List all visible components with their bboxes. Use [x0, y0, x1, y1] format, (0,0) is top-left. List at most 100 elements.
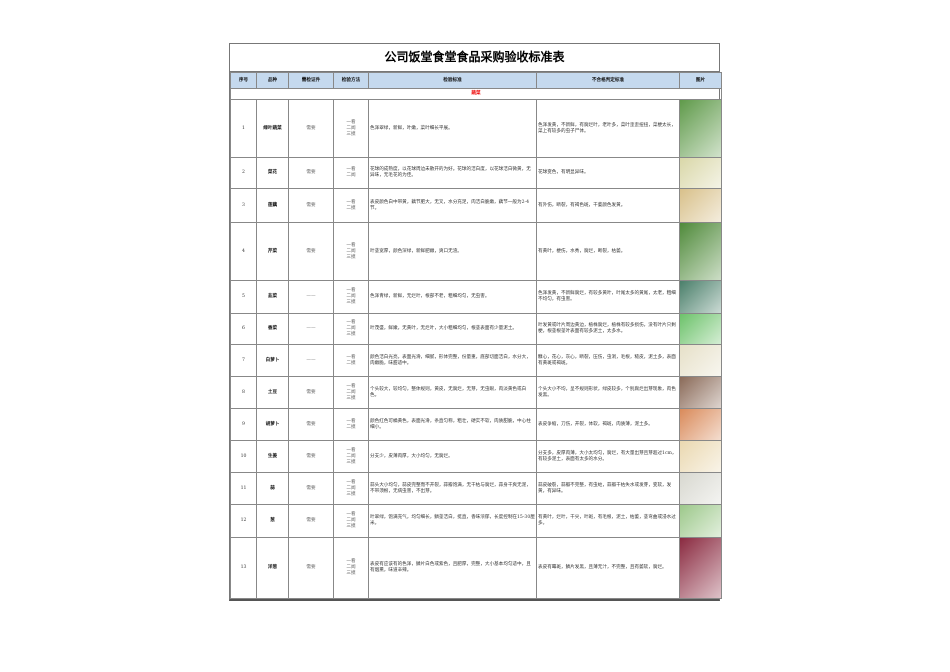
row-method: 一看 二闻	[333, 157, 369, 189]
row-certificate: 需要	[288, 99, 334, 158]
row-variety: 芹菜	[256, 222, 289, 281]
row-image	[679, 408, 722, 441]
vegetable-photo	[680, 281, 721, 313]
row-variety: 生姜	[256, 440, 289, 473]
table-row: 6 香菜 —— 一看 二闻 三摸 叶茂盛，鲜嫩，无黄叶，无烂叶，大小粗细均匀，根茎表面有…	[230, 313, 722, 345]
header-certificate: 需检证件	[288, 72, 334, 89]
row-image	[679, 504, 722, 538]
row-variety: 韭菜	[256, 280, 289, 314]
row-certificate: 需要	[288, 440, 334, 473]
row-certificate: 需要	[288, 408, 334, 441]
table-row: 9 胡萝卜 需要 一看 二摸 颜色红色可橘黄色，表面光滑，条直匀称，粗壮，硬实不软，肉质…	[230, 408, 722, 441]
row-certificate: 需要	[288, 504, 334, 538]
row-method: 一看 二闻 三摸	[333, 472, 369, 505]
row-image	[679, 99, 722, 158]
table-row: 1 绿叶蔬菜 需要 一看 二闻 三摸 色泽翠绿，新鲜，叶嫩，菜叶细长平展。 色泽发黄，不新…	[230, 99, 722, 158]
row-no: 6	[230, 313, 257, 345]
row-standard: 蒜头大小均匀，蒜皮完整而不开裂，蒜瓣饱满，无干枯与腐烂，蒜身干爽无泥，不带须根，…	[368, 472, 537, 505]
row-certificate: ——	[288, 280, 334, 314]
row-standard: 分支少，皮薄肉厚，大小均匀，无腐烂。	[368, 440, 537, 473]
table-row: 13 洋葱 需要 一看 二闻 三摸 表皮有应该有的色泽，鳞片白色或紫色，且肥厚，完整，大…	[230, 537, 722, 599]
sheet-title: 公司饭堂食堂食品采购验收标准表	[230, 44, 719, 72]
header-row: 序号 品种 需检证件 检验方法 检验标准 不合格判定标准 图片	[230, 72, 722, 89]
row-certificate: 需要	[288, 537, 334, 599]
table-row: 5 韭菜 —— 一看 二闻 三摸 色泽青绿，新鲜，无烂叶，根部不老，粗细均匀，无虫害。色…	[230, 280, 722, 314]
row-fail-standard: 色泽发黄，不新鲜腐烂，有较多黄叶，叶尾太多的黄尾，太老，粗细不均匀，有虫害。	[536, 280, 680, 314]
vegetable-photo	[680, 441, 721, 472]
row-standard: 花球的成熟度，以花球周边未散开的为好。花球的洁白度，以花球洁白微黄，无异味，无毛…	[368, 157, 537, 189]
vegetable-photo	[680, 223, 721, 280]
row-fail-standard: 糠心，花心，灰心，断裂，压伤，虫洞，毛根，糙皮，泥土多，表面有黄斑或褐斑。	[536, 344, 680, 377]
row-standard: 表皮颜色白中带黄，藕节肥大，无叉，水分充足，肉洁白脆嫩，藕节一般为2-4节。	[368, 188, 537, 223]
standards-table: 序号 品种 需检证件 检验方法 检验标准 不合格判定标准 图片 蔬菜 1 绿叶蔬菜…	[230, 72, 722, 599]
row-standard: 个头较大，较均匀，整体规则，黄皮，无腐烂，无芽，无虫眼，肉淡黄色或白色。	[368, 376, 537, 409]
vegetable-photo	[680, 100, 721, 157]
row-variety: 香菜	[256, 313, 289, 345]
vegetable-photo	[680, 473, 721, 504]
section-label: 蔬菜	[230, 88, 722, 100]
row-method: 一看 二闻 三摸	[333, 504, 369, 538]
vegetable-photo	[680, 314, 721, 344]
vegetable-photo	[680, 345, 721, 376]
vegetable-photo	[680, 189, 721, 222]
section-row: 蔬菜	[230, 88, 722, 100]
table-row: 2 菜花 需要 一看 二闻 花球的成熟度，以花球周边未散开的为好。花球的洁白度，以花球洁…	[230, 157, 722, 189]
row-variety: 土豆	[256, 376, 289, 409]
row-image	[679, 376, 722, 409]
row-method: 一看 二闻 三摸	[333, 222, 369, 281]
row-standard: 颜色洁白光亮，表面光滑，细腻，形体完整，份量重，底部切面洁白，水分大，肉嫩脆，味…	[368, 344, 537, 377]
row-standard: 色泽翠绿，新鲜，叶嫩，菜叶细长平展。	[368, 99, 537, 158]
row-no: 13	[230, 537, 257, 599]
row-variety: 绿叶蔬菜	[256, 99, 289, 158]
row-fail-standard: 表皮争缩，刀伤，开裂，体软，褐斑，肉质薄，泥土多。	[536, 408, 680, 441]
row-no: 11	[230, 472, 257, 505]
header-standard: 检验标准	[368, 72, 537, 89]
table-row: 11 蒜需要 一看 二闻 三摸 蒜头大小均匀，蒜皮完整而不开裂，蒜瓣饱满，无干枯与腐烂…	[230, 472, 722, 505]
header-variety: 品种	[256, 72, 289, 89]
vegetable-photo	[680, 409, 721, 440]
row-certificate: ——	[288, 313, 334, 345]
row-image	[679, 472, 722, 505]
row-variety: 白萝卜	[256, 344, 289, 377]
table-row: 4 芹菜 需要 一看 二闻 三摸 叶茎宽厚，颜色深绿，新鲜肥嫩，爽口无渣。 有黄叶，梗伤，…	[230, 222, 722, 281]
header-no: 序号	[230, 72, 257, 89]
header-image: 图片	[679, 72, 722, 89]
row-image	[679, 188, 722, 223]
row-no: 7	[230, 344, 257, 377]
row-method: 一看 二摸	[333, 344, 369, 377]
header-fail-standard: 不合格判定标准	[536, 72, 680, 89]
row-variety: 洋葱	[256, 537, 289, 599]
row-fail-standard: 蒜皮破裂，蒜瓣不完整，有虫蛀，蒜瓣干枯失水或发芽，变软，发黄，有异味。	[536, 472, 680, 505]
acceptance-standard-sheet: 公司饭堂食堂食品采购验收标准表 序号 品种 需检证件 检验方法 检验标准 不合格…	[229, 43, 722, 601]
row-method: 一看 二闻 三摸	[333, 440, 369, 473]
row-variety: 菜花	[256, 157, 289, 189]
row-fail-standard: 表皮有霉斑，鳞片发黑，且薄无汁，不完整，且有萎软，腐烂。	[536, 537, 680, 599]
row-certificate: 需要	[288, 188, 334, 223]
table-row: 3 莲藕 需要 一看 二摸 表皮颜色白中带黄，藕节肥大，无叉，水分充足，肉洁白脆嫩，藕节…	[230, 188, 722, 223]
row-certificate: 需要	[288, 472, 334, 505]
row-image	[679, 537, 722, 599]
row-method: 一看 二闻 三摸	[333, 280, 369, 314]
table-row: 10 生姜 需要 一看 二闻 三摸 分支少，皮薄肉厚，大小均匀，无腐烂。 分支多，皮厚肉薄…	[230, 440, 722, 473]
row-no: 5	[230, 280, 257, 314]
row-image	[679, 280, 722, 314]
row-fail-standard: 个头大小不均，呈不规则形状，绿皮较多，个别腐烂出芽现象，肉色发黑。	[536, 376, 680, 409]
row-image	[679, 440, 722, 473]
table-row: 8 土豆 需要 一看 二闻 三摸 个头较大，较均匀，整体规则，黄皮，无腐烂，无芽，无虫眼…	[230, 376, 722, 409]
vegetable-photo	[680, 158, 721, 188]
row-fail-standard: 色泽发黄，不新鲜，有腐烂叶，老叶多，菜叶歪歪扭扭，菜梗太长，菜上有较多的虫子尸体…	[536, 99, 680, 158]
row-method: 一看 二闻 三摸	[333, 313, 369, 345]
row-fail-standard: 有黄叶，烂叶，干尖，叶斑，有毛根，泥土，枯萎，茎弯曲或浸水过多。	[536, 504, 680, 538]
row-standard: 叶茎宽厚，颜色深绿，新鲜肥嫩，爽口无渣。	[368, 222, 537, 281]
row-no: 10	[230, 440, 257, 473]
row-standard: 颜色红色可橘黄色，表面光滑，条直匀称，粗壮，硬实不软，肉质甜脆，中心柱细小。	[368, 408, 537, 441]
table-row: 12 葱需要 一看 二闻 三摸 叶翠绿，饱满充气，均匀细长，鳞茎洁白，挺直，香味浓郁，…	[230, 504, 722, 538]
row-certificate: 需要	[288, 222, 334, 281]
row-standard: 叶茂盛，鲜嫩，无黄叶，无烂叶，大小粗细均匀，根茎表面有少量泥土。	[368, 313, 537, 345]
row-no: 9	[230, 408, 257, 441]
row-method: 一看 二摸	[333, 188, 369, 223]
row-variety: 蒜	[256, 472, 289, 505]
row-image	[679, 313, 722, 345]
row-certificate: 需要	[288, 157, 334, 189]
row-fail-standard: 花球变色，有明显异味。	[536, 157, 680, 189]
